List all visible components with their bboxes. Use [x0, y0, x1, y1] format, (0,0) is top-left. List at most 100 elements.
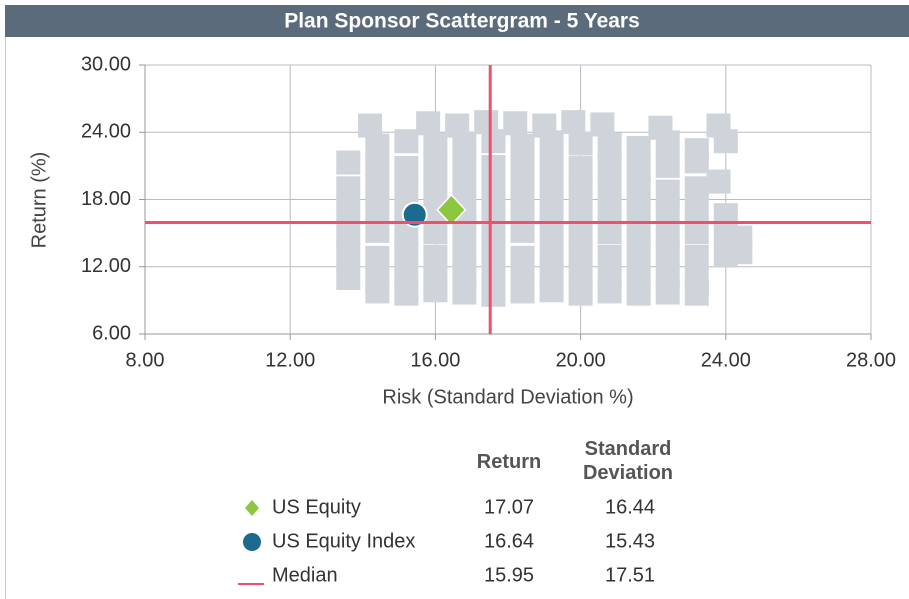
x-tick-label: 28.00	[846, 349, 896, 371]
legend-label: Median	[272, 564, 338, 586]
peer-point	[539, 221, 564, 246]
peer-point	[510, 174, 535, 199]
legend-label: US Equity Index	[272, 530, 415, 552]
peer-point	[481, 241, 506, 266]
x-tick-label: 12.00	[265, 349, 315, 371]
peer-point	[423, 244, 448, 269]
peer-point	[626, 135, 651, 160]
y-tick-label: 30.00	[81, 53, 131, 75]
peer-point	[568, 156, 593, 181]
y-tick-label: 12.00	[81, 255, 131, 277]
peer-point	[423, 278, 448, 303]
peer-point	[510, 196, 535, 221]
legend-marker	[245, 500, 259, 516]
peer-point	[365, 196, 390, 221]
legend-marker	[243, 533, 261, 551]
peer-point	[655, 280, 680, 305]
peer-point	[510, 245, 535, 270]
table-std-dev: 15.43	[605, 530, 655, 552]
peer-point	[655, 179, 680, 204]
peer-point	[539, 176, 564, 201]
peer-point	[394, 156, 419, 181]
peer-point	[539, 153, 564, 178]
peer-point	[626, 176, 651, 201]
peer-point	[684, 149, 709, 174]
peer-point	[655, 200, 680, 225]
peer-point	[706, 169, 731, 194]
y-tick-label: 24.00	[81, 121, 131, 143]
peer-point	[365, 279, 390, 304]
y-axis-label: Return (%)	[28, 152, 50, 249]
peer-point	[452, 176, 477, 201]
peer-point	[394, 242, 419, 267]
peer-point	[336, 265, 361, 290]
y-tick-label: 6.00	[92, 322, 131, 344]
peer-point	[452, 131, 477, 156]
peer-point	[597, 151, 622, 176]
peer-point	[452, 280, 477, 305]
peer-point	[416, 111, 441, 136]
x-tick-label: 20.00	[556, 349, 606, 371]
peer-point	[452, 153, 477, 178]
peer-point	[539, 130, 564, 155]
legend-label: US Equity	[272, 496, 361, 518]
peer-point	[481, 282, 506, 307]
peer-point	[626, 243, 651, 268]
peer-point	[597, 220, 622, 245]
peer-point	[597, 244, 622, 269]
peer-point	[365, 245, 390, 270]
peer-point	[481, 200, 506, 225]
peer-point	[655, 241, 680, 266]
table-return: 17.07	[484, 496, 534, 518]
title-bar	[5, 5, 909, 37]
x-axis-label: Risk (Standard Deviation %)	[382, 386, 633, 408]
peer-point	[539, 278, 564, 303]
peer-point	[626, 198, 651, 223]
peer-point	[568, 222, 593, 247]
table-header: Standard Deviation	[582, 438, 674, 484]
peer-point	[503, 111, 528, 136]
peer-point	[336, 176, 361, 201]
peer-point	[568, 281, 593, 306]
peer-point	[365, 174, 390, 199]
y-tick-label: 18.00	[81, 188, 131, 210]
table-return: 15.95	[484, 564, 534, 586]
point	[401, 201, 428, 228]
peer-point	[452, 221, 477, 246]
peer-point	[626, 281, 651, 306]
peer-point	[728, 240, 753, 265]
x-tick-label: 8.00	[126, 349, 165, 371]
peer-point	[394, 281, 419, 306]
peer-point	[481, 129, 506, 154]
peer-point	[568, 131, 593, 156]
peer-point	[684, 281, 709, 306]
peer-point	[568, 177, 593, 202]
peer-point	[481, 154, 506, 179]
peer-point	[597, 197, 622, 222]
table-std-dev: 17.51	[605, 564, 655, 586]
peer-point	[539, 243, 564, 268]
peer-point	[684, 244, 709, 269]
peer-point	[452, 243, 477, 268]
peer-point	[597, 175, 622, 200]
peer-point	[394, 177, 419, 202]
peer-point	[423, 220, 448, 245]
peer-point	[597, 279, 622, 304]
peer-point	[568, 199, 593, 224]
peer-point	[684, 197, 709, 222]
peer-point	[561, 110, 586, 135]
peer-point	[655, 153, 680, 178]
peer-point	[539, 198, 564, 223]
peer-point	[481, 178, 506, 203]
table-header: Return	[476, 451, 542, 473]
x-tick-label: 24.00	[701, 349, 751, 371]
peer-point	[713, 129, 738, 154]
peer-point	[365, 153, 390, 178]
peer-point	[626, 221, 651, 246]
peer-point	[684, 176, 709, 201]
peer-point	[568, 242, 593, 267]
x-tick-label: 16.00	[410, 349, 460, 371]
chart-title: Plan Sponsor Scattergram - 5 Years	[284, 10, 640, 33]
